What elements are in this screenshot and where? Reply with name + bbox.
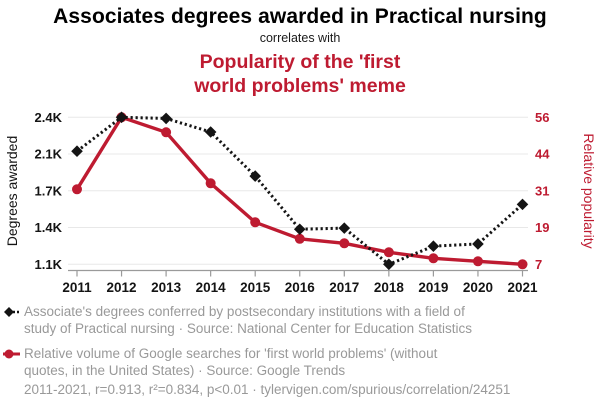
correlates-with-label: correlates with — [259, 31, 341, 45]
circle-marker — [250, 217, 261, 228]
diamond-marker — [338, 222, 351, 234]
circle-marker — [205, 178, 216, 189]
right-axis-tick-label: 44 — [535, 147, 550, 162]
circle-marker — [161, 127, 172, 138]
legend-text-degrees: Associate's degrees conferred by postsec… — [24, 304, 472, 336]
circle-marker — [472, 256, 483, 267]
page-title: Associates degrees awarded in Practical … — [53, 5, 547, 28]
left-axis-tick-label: 1.1K — [35, 257, 63, 272]
left-axis-tick-label: 2.1K — [35, 147, 63, 162]
right-axis-tick-label: 31 — [535, 183, 549, 198]
black-diamond-dotted-line-icon — [4, 307, 20, 317]
red-circle-solid-line-icon — [3, 349, 20, 359]
diamond-marker — [204, 126, 217, 138]
circle-marker — [517, 259, 528, 270]
diamond-marker — [472, 238, 484, 250]
right-axis-tick-label: 19 — [535, 220, 549, 235]
x-axis-year-label: 2013 — [151, 280, 182, 295]
right-axis-title: Relative popularity — [581, 133, 597, 248]
secondary-title: Popularity of the 'first world problems'… — [194, 51, 406, 97]
diamond-marker — [293, 223, 306, 236]
x-axis-year-label: 2017 — [329, 280, 359, 295]
right-axis-tick-label: 7 — [535, 257, 542, 272]
circle-marker — [339, 238, 350, 249]
x-axis-year-label: 2011 — [62, 280, 92, 295]
left-axis-tick-label: 1.7K — [35, 183, 63, 198]
diamond-marker — [115, 111, 128, 124]
right-axis-tick-label: 56 — [535, 110, 549, 125]
diamond-marker — [71, 145, 83, 158]
stats-and-source-line: 2011-2021, r=0.913, r²=0.834, p<0.01 · t… — [24, 382, 511, 397]
series-line-associates-degrees-practical-nursing — [76, 115, 524, 267]
left-axis-tick-label: 2.4K — [35, 110, 63, 125]
x-axis-year-label: 2015 — [240, 280, 271, 295]
diamond-marker — [160, 112, 172, 125]
x-axis-year-label: 2019 — [418, 280, 448, 295]
diamond-marker — [427, 240, 440, 253]
chart-legend: Associate's degrees conferred by postsec… — [3, 303, 595, 387]
x-axis-year-label: 2014 — [196, 280, 227, 295]
x-axis-year-label: 2020 — [463, 280, 493, 295]
circle-marker — [428, 253, 439, 264]
legend-item-popularity: Relative volume of Google searches for '… — [3, 345, 595, 379]
diamond-marker — [249, 170, 261, 182]
x-axis-year-label: 2021 — [507, 280, 538, 295]
legend-text-popularity: Relative volume of Google searches for '… — [24, 346, 438, 378]
circle-marker — [383, 247, 394, 258]
circle-marker — [72, 184, 82, 195]
diamond-marker — [383, 258, 395, 271]
left-axis-title: Degrees awarded — [4, 136, 20, 247]
diamond-marker — [516, 198, 529, 211]
left-axis-tick-label: 1.4K — [35, 220, 63, 235]
x-axis-year-label: 2012 — [107, 280, 137, 295]
x-axis-year-label: 2018 — [374, 280, 405, 295]
x-axis-year-label: 2016 — [285, 280, 316, 295]
legend-item-degrees: Associate's degrees conferred by postsec… — [3, 303, 595, 337]
circle-marker — [294, 233, 305, 244]
